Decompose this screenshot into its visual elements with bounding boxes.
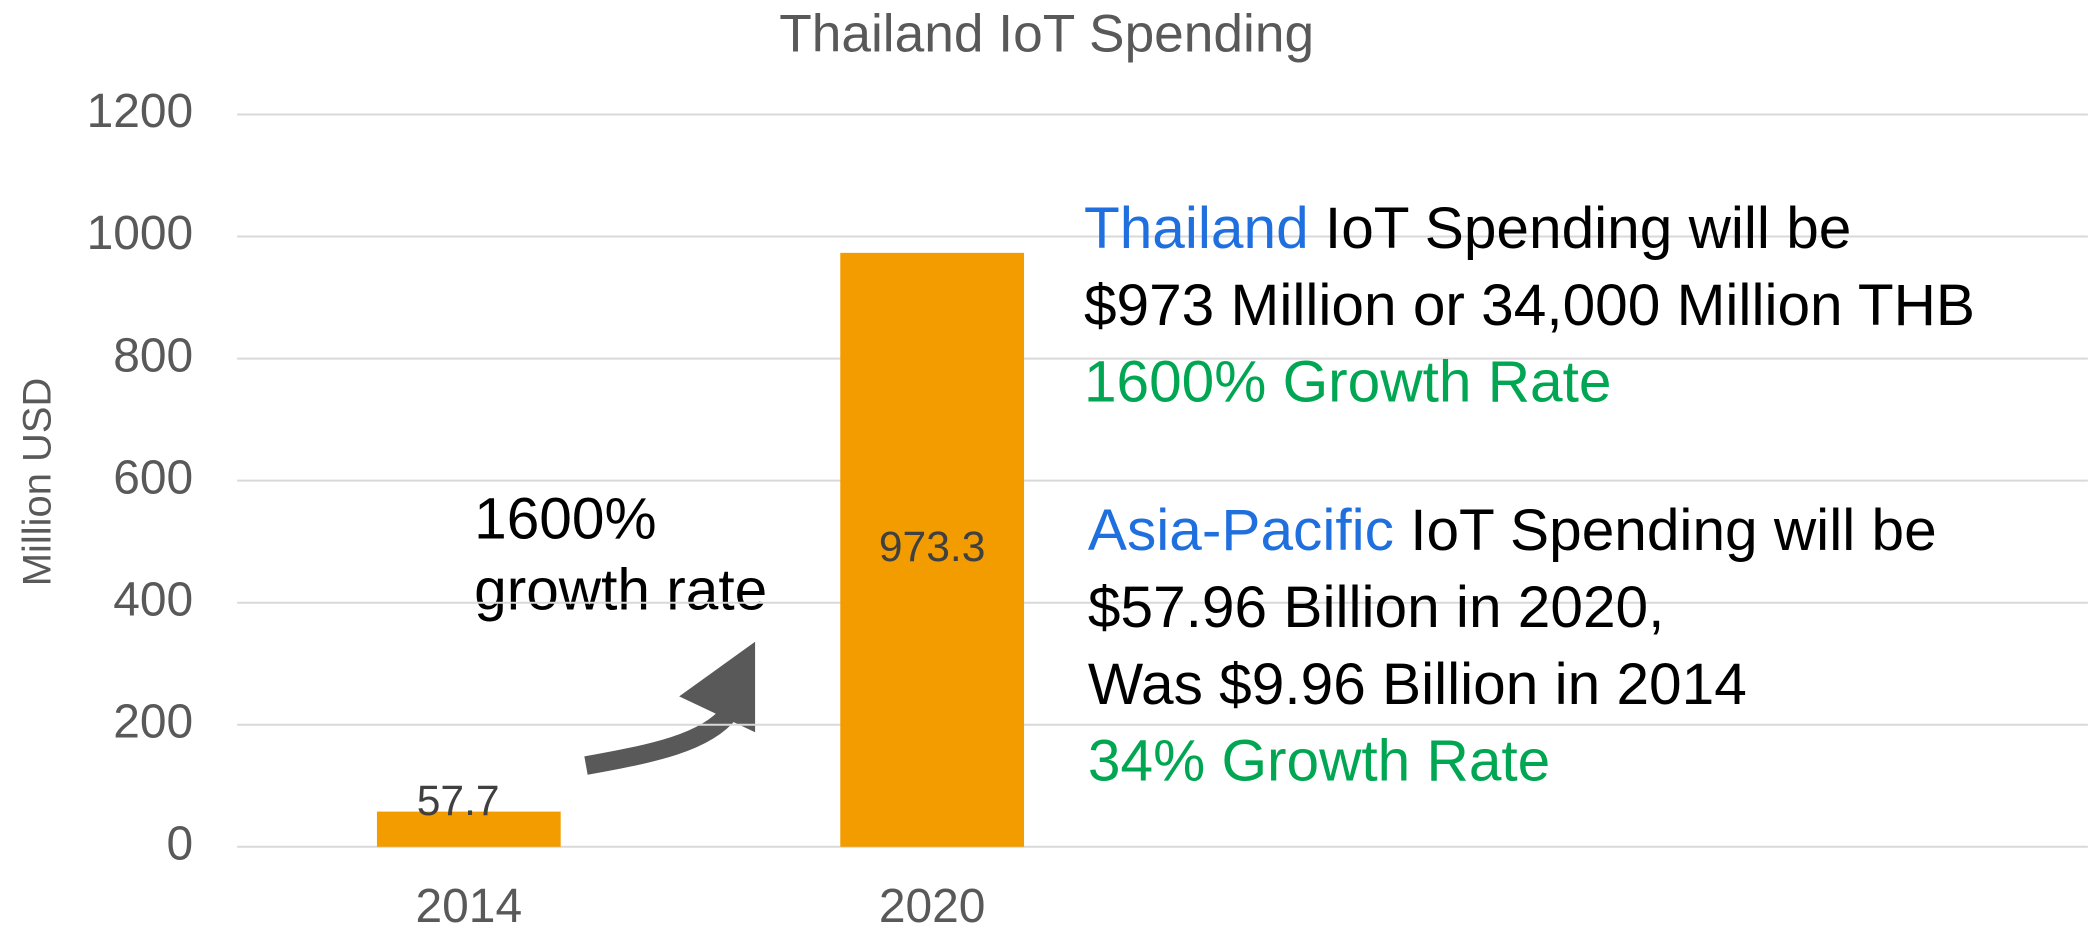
y-tick-label: 200 — [113, 695, 193, 748]
bar — [840, 252, 1025, 847]
annotation-line: Was $9.96 Billion in 2014 — [1088, 652, 1747, 717]
arrow-head — [679, 641, 756, 733]
annotation-text: $57.96 Billion in 2020, — [1088, 576, 1664, 641]
annotation-text: $973 Million or 34,000 Million THB — [1084, 273, 1975, 338]
y-tick-label: 0 — [167, 817, 194, 870]
bar — [376, 811, 561, 847]
value-label: 57.7 — [417, 777, 500, 825]
x-tick-label: 2020 — [879, 880, 986, 932]
y-tick-label: 400 — [113, 573, 193, 626]
chart-title: Thailand IoT Spending — [779, 4, 1314, 63]
annotation-text: IoT Spending will be — [1309, 196, 1852, 261]
y-tick-label: 800 — [113, 329, 193, 382]
annotation-line: 1600% Growth Rate — [1084, 350, 1612, 415]
annotation-text: 1600% Growth Rate — [1084, 350, 1612, 415]
arrow-label: growth rate — [474, 557, 767, 622]
x-tick-label: 2014 — [416, 880, 523, 932]
y-tick-label: 1000 — [87, 207, 194, 260]
annotation-line: $973 Million or 34,000 Million THB — [1084, 273, 1975, 338]
y-tick-label: 1200 — [87, 85, 194, 138]
annotation-line: 34% Growth Rate — [1088, 729, 1550, 794]
annotation-text: IoT Spending will be — [1394, 499, 1937, 564]
annotation-text: Was $9.96 Billion in 2014 — [1088, 652, 1747, 717]
annotation-text: 34% Growth Rate — [1088, 729, 1550, 794]
arrow-shaft — [584, 706, 738, 775]
annotation-line: Asia-Pacific IoT Spending will be — [1088, 499, 1937, 564]
annotation-line: $57.96 Billion in 2020, — [1088, 576, 1664, 641]
value-label: 973.3 — [879, 523, 986, 571]
growth-arrow — [584, 641, 756, 775]
annotation-line: Thailand IoT Spending will be — [1084, 196, 1851, 261]
annotation-text: Asia-Pacific — [1088, 499, 1394, 564]
annotation-text: Thailand — [1084, 196, 1309, 261]
y-axis-label: Million USD — [16, 378, 60, 587]
arrow-label: 1600% — [474, 487, 656, 552]
y-tick-label: 600 — [113, 451, 193, 504]
